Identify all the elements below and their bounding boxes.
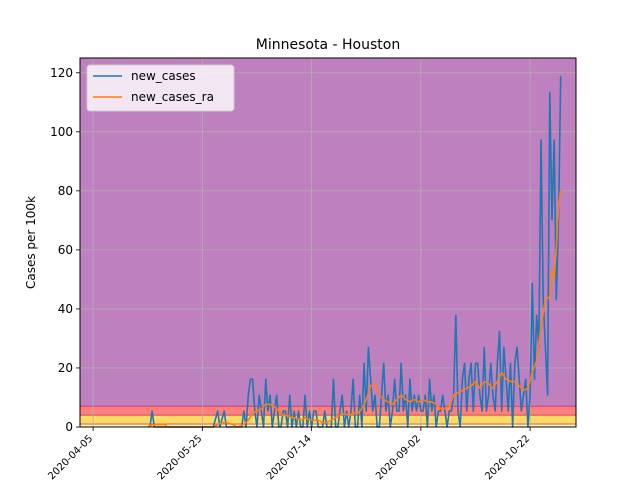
risk-bands [80,58,576,427]
legend: new_cases new_cases_ra [86,64,235,112]
chart-title: Minnesota - Houston [256,37,400,53]
x-axis: 2020-04-05 2020-05-25 2020-07-14 2020-09-02… [46,427,532,480]
series-line-new_cases_ra [147,189,562,428]
x-tick-label: 2020-07-14 [265,433,314,480]
y-tick-label: 120 [50,66,73,80]
grid [80,58,576,428]
x-tick-label: 2020-05-25 [156,433,205,480]
x-tick-label: 2020-10-22 [483,433,532,480]
risk-band-0 [80,424,576,427]
y-tick-label: 0 [65,420,73,434]
y-tick-label: 100 [50,125,73,139]
series-line-new_cases [149,76,562,428]
legend-label-new_cases: new_cases [131,69,196,83]
risk-band-3 [80,58,576,407]
y-axis-label: Cases per 100k [24,196,38,289]
risk-band-2 [80,406,576,416]
x-tick-label: 2020-04-05 [46,433,95,480]
y-tick-label: 20 [58,361,73,375]
risk-band-1 [80,415,576,425]
legend-label-new_cases_ra: new_cases_ra [131,90,214,104]
y-tick-label: 40 [58,302,73,316]
legend-box [86,64,235,112]
x-tick-label: 2020-09-02 [374,433,423,480]
y-axis: 0 20 40 60 80 100 120 [50,66,80,434]
y-tick-label: 60 [58,243,73,257]
plot-frame [79,57,577,428]
series-lines [147,76,562,428]
y-tick-label: 80 [58,184,73,198]
